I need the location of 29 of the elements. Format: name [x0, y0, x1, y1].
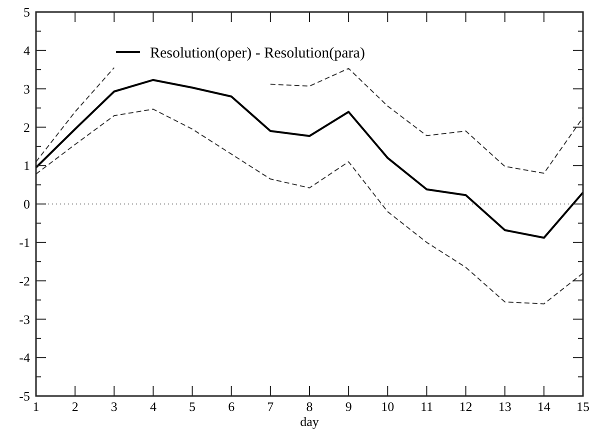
y-tick-label: -5: [19, 388, 30, 404]
x-tick-label: 14: [537, 399, 551, 414]
x-tick-label: 9: [345, 399, 352, 414]
line-series: [35, 78, 584, 239]
x-tick-label: 4: [150, 399, 157, 414]
y-tick-label: -3: [19, 312, 30, 327]
y-tick-label: -1: [19, 234, 30, 250]
y-tick-label: 4: [24, 42, 30, 58]
x-tick-label: 2: [72, 399, 78, 414]
legend-label: Resolution(oper) - Resolution(para): [150, 45, 365, 62]
x-tick-label: 7: [267, 399, 274, 414]
y-tick-label: 3: [24, 81, 30, 96]
x-tick-label: 12: [459, 399, 472, 414]
y-tick-label: 1: [24, 158, 30, 174]
x-tick-label: 3: [110, 399, 118, 414]
x-tick-label: 6: [228, 399, 236, 414]
x-tick-label: 13: [498, 399, 512, 414]
x-axis-title: day: [300, 414, 320, 429]
x-tick-label: 15: [576, 399, 590, 414]
x-tick-label: 11: [420, 399, 433, 414]
y-tick-label: -2: [19, 273, 30, 288]
y-tick-label: 0: [24, 196, 30, 212]
y-tick-label: -4: [19, 350, 30, 366]
y-tick-label: 2: [24, 120, 30, 135]
x-tick-label: 8: [306, 399, 313, 414]
x-tick-label: 5: [189, 399, 196, 414]
y-tick-label: 5: [24, 4, 30, 20]
line-series: [36, 108, 584, 304]
x-tick-label: 10: [381, 399, 394, 414]
